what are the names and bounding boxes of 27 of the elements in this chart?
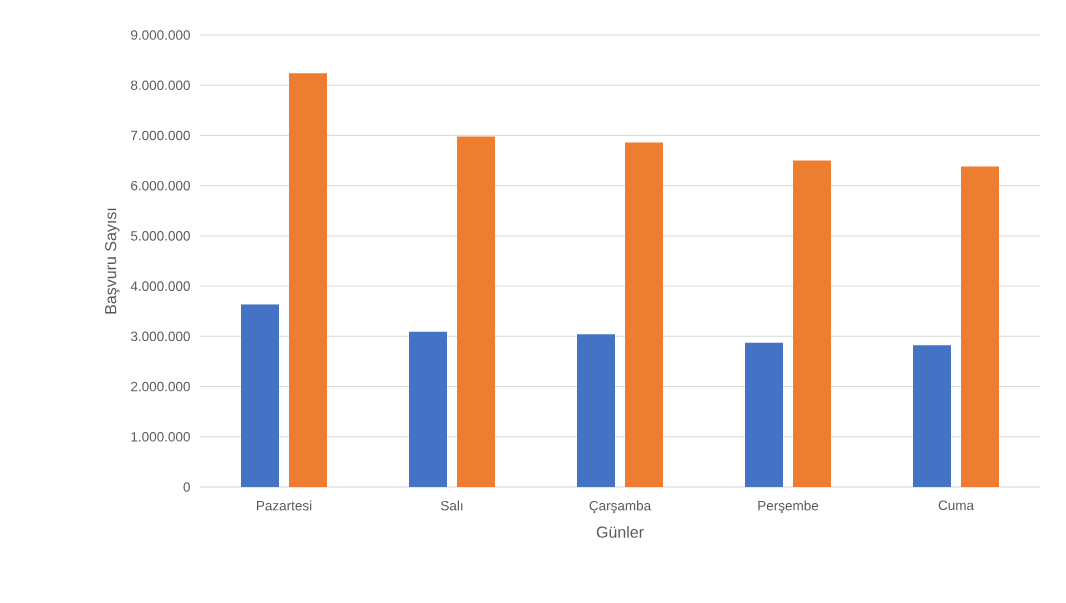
y-tick-label: 7.000.000 (131, 130, 190, 141)
y-tick-label: 6.000.000 (131, 180, 190, 191)
y-tick-label: 4.000.000 (130, 281, 190, 291)
y-axis-title: Başvuru Sayısı (104, 208, 120, 314)
y-tick-label: 0 (183, 482, 190, 492)
bar (409, 331, 447, 487)
bar (625, 142, 663, 487)
y-tick-label: 1.000.000 (131, 432, 190, 442)
bar (913, 345, 951, 487)
bar (457, 136, 495, 487)
bar (241, 304, 279, 487)
x-tick-label: Çarşamba (589, 500, 652, 514)
x-tick-label: Salı (440, 500, 463, 511)
bar (793, 160, 831, 487)
bar (745, 342, 783, 487)
bar (577, 334, 615, 487)
x-tick-label: Pazartesi (256, 500, 312, 511)
x-tick-label: Perşembe (758, 500, 819, 514)
y-tick-label: 8.000.000 (130, 80, 190, 90)
bar (289, 73, 327, 487)
y-tick-label: 3.000.000 (130, 331, 190, 342)
x-tick-label: Cuma (938, 500, 975, 511)
bar (961, 166, 1000, 487)
y-tick-label: 5.000.000 (130, 231, 190, 241)
y-tick-label: 2.000.000 (131, 381, 190, 392)
x-axis-title: Günler (596, 526, 644, 538)
y-tick-label: 9.000.000 (131, 30, 190, 40)
